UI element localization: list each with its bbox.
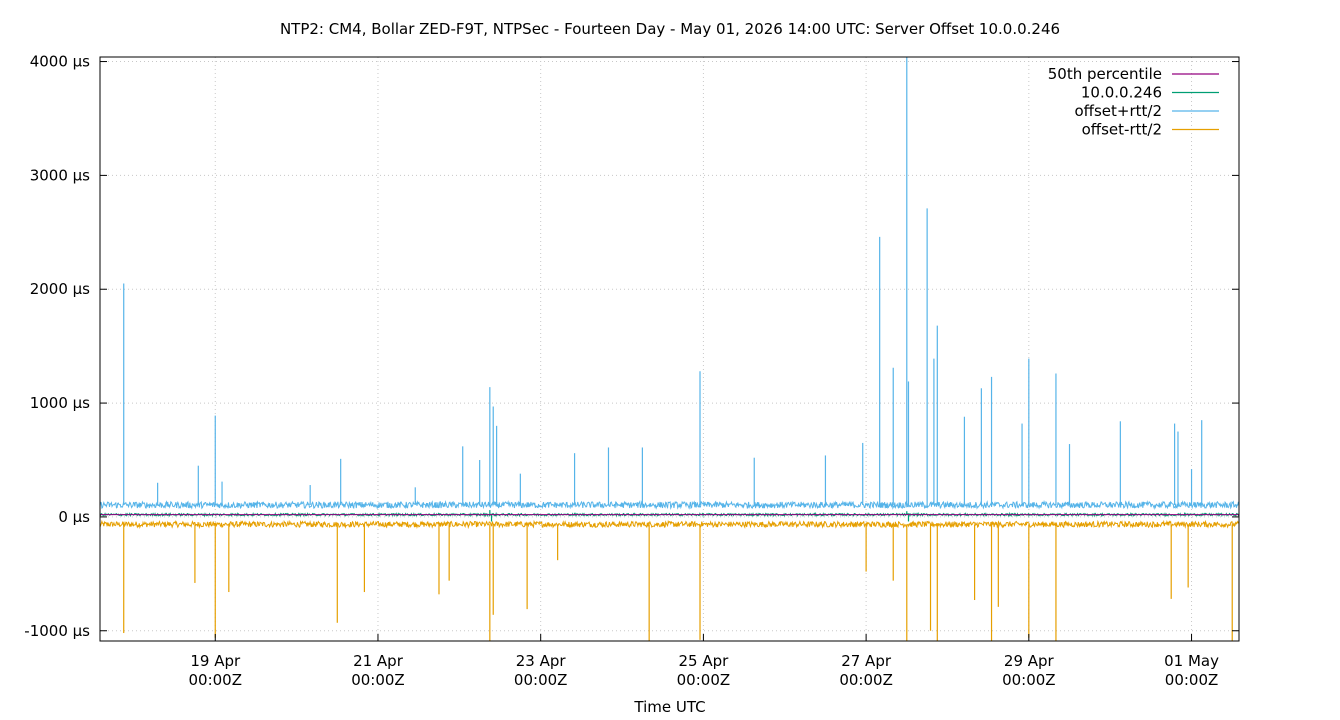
series-3 (99, 519, 1240, 641)
x-tick-label: 29 Apr (1004, 652, 1055, 670)
chart-title: NTP2: CM4, Bollar ZED-F9T, NTPSec - Four… (280, 20, 1060, 38)
y-tick-label: 0 µs (58, 508, 90, 526)
y-tick-label: 3000 µs (30, 166, 90, 184)
x-tick-label: 00:00Z (188, 671, 242, 689)
x-axis-label: Time UTC (633, 698, 705, 716)
y-tick-label: -1000 µs (24, 622, 90, 640)
x-tick-label: 25 Apr (678, 652, 729, 670)
legend-label: offset+rtt/2 (1074, 102, 1162, 120)
x-tick-label: 23 Apr (516, 652, 567, 670)
plot-frame (99, 56, 1240, 642)
x-tick-label: 00:00Z (1002, 671, 1056, 689)
series-line (99, 519, 1240, 530)
x-tick-label: 21 Apr (353, 652, 404, 670)
x-tick-label: 00:00Z (351, 671, 405, 689)
x-tick-label: 27 Apr (841, 652, 892, 670)
x-tick-label: 00:00Z (677, 671, 731, 689)
series-1 (99, 510, 1240, 522)
x-tick-label: 01 May (1164, 652, 1219, 670)
legend-label: 50th percentile (1048, 65, 1162, 83)
series-layer (99, 57, 1240, 641)
legend: 50th percentile10.0.0.246offset+rtt/2off… (1048, 65, 1219, 139)
grid-lines (100, 57, 1239, 641)
y-axis: -1000 µs 0 µs 1000 µs 2000 µs 3000 µs 4000 µs (24, 53, 1239, 640)
y-tick-label: 1000 µs (30, 394, 90, 412)
x-tick-label: 00:00Z (839, 671, 893, 689)
series-2 (99, 57, 1240, 511)
legend-label: offset-rtt/2 (1082, 121, 1162, 139)
y-tick-label: 4000 µs (30, 53, 90, 71)
x-tick-label: 00:00Z (514, 671, 568, 689)
x-tick-label: 00:00Z (1165, 671, 1219, 689)
legend-label: 10.0.0.246 (1081, 84, 1162, 102)
series-line (99, 499, 1240, 511)
y-tick-label: 2000 µs (30, 280, 90, 298)
x-tick-label: 19 Apr (190, 652, 241, 670)
